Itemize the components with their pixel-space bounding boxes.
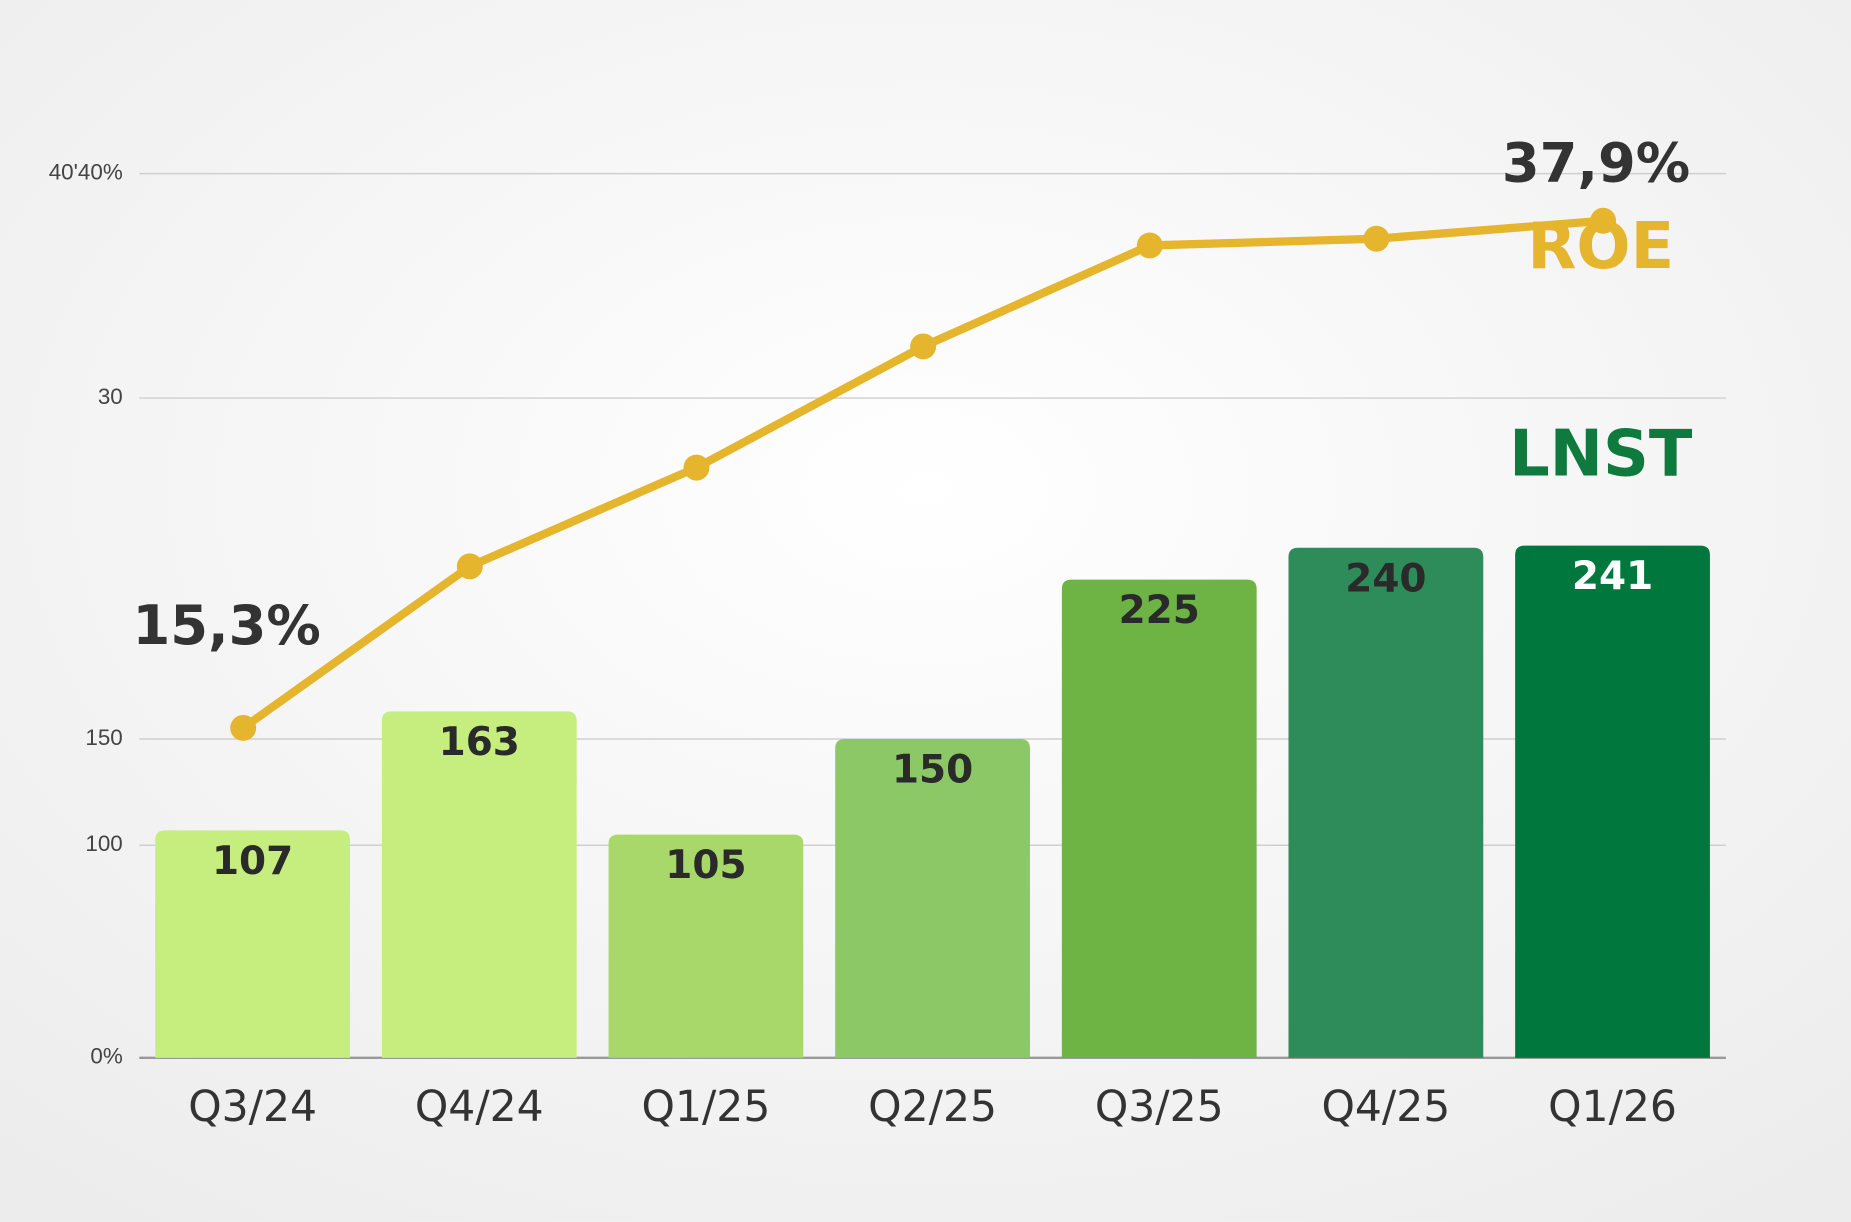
bar xyxy=(1288,547,1484,1058)
roe-point xyxy=(230,714,257,741)
roe-point xyxy=(1590,207,1617,234)
roe-value-label: 37,9% xyxy=(1502,132,1690,195)
legend-label: ROE xyxy=(1527,210,1674,284)
bar xyxy=(1515,545,1710,1058)
y-tick-label: 30 xyxy=(98,384,123,409)
value-label: 107 xyxy=(212,839,293,884)
value-label: 150 xyxy=(892,748,973,793)
roe-value-label: 15,3% xyxy=(132,594,320,657)
roe-point xyxy=(1136,232,1163,259)
roe-point xyxy=(910,333,937,360)
x-tick-label: Q4/25 xyxy=(1321,1083,1450,1132)
y-tick-label: 100 xyxy=(85,831,122,856)
value-label: 163 xyxy=(439,720,520,765)
x-tick-label: Q3/25 xyxy=(1095,1083,1224,1132)
value-label: 225 xyxy=(1119,588,1200,633)
value-label: 241 xyxy=(1572,554,1653,599)
value-label: 240 xyxy=(1345,556,1426,601)
x-tick-label: Q1/26 xyxy=(1548,1083,1677,1132)
x-tick-label: Q1/25 xyxy=(642,1083,771,1132)
bar xyxy=(1061,579,1257,1058)
roe-point xyxy=(683,454,710,481)
legend-label: LNST xyxy=(1509,418,1693,492)
bar xyxy=(835,738,1030,1058)
bar xyxy=(155,830,351,1058)
bar xyxy=(381,711,577,1058)
y-tick-label: 150 xyxy=(85,725,122,750)
roe-point xyxy=(1363,225,1390,252)
y-tick-label: 0% xyxy=(90,1044,122,1069)
roe-point xyxy=(456,553,483,580)
value-label: 105 xyxy=(665,843,746,888)
x-tick-label: Q4/24 xyxy=(415,1083,544,1132)
x-tick-label: Q2/25 xyxy=(868,1083,997,1132)
y-tick-label: 40'40% xyxy=(49,160,123,185)
x-tick-label: Q3/24 xyxy=(188,1083,317,1132)
bar xyxy=(608,834,804,1058)
